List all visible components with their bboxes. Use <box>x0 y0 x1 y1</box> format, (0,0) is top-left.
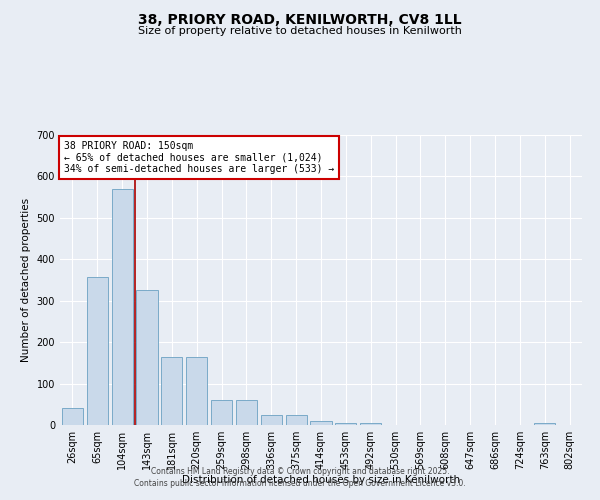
Bar <box>286 414 307 425</box>
Bar <box>335 423 356 425</box>
Text: Contains public sector information licensed under the Open Government Licence v3: Contains public sector information licen… <box>134 478 466 488</box>
Bar <box>534 423 555 425</box>
Bar <box>310 421 332 425</box>
Bar <box>112 189 133 425</box>
Bar <box>236 400 257 425</box>
Bar <box>87 277 108 425</box>
Bar <box>161 356 182 425</box>
Bar <box>261 414 282 425</box>
Y-axis label: Number of detached properties: Number of detached properties <box>21 198 31 362</box>
Bar <box>360 423 381 425</box>
X-axis label: Distribution of detached houses by size in Kenilworth: Distribution of detached houses by size … <box>182 475 460 485</box>
Text: 38 PRIORY ROAD: 150sqm
← 65% of detached houses are smaller (1,024)
34% of semi-: 38 PRIORY ROAD: 150sqm ← 65% of detached… <box>64 141 334 174</box>
Text: Size of property relative to detached houses in Kenilworth: Size of property relative to detached ho… <box>138 26 462 36</box>
Bar <box>186 356 207 425</box>
Bar <box>62 408 83 425</box>
Text: 38, PRIORY ROAD, KENILWORTH, CV8 1LL: 38, PRIORY ROAD, KENILWORTH, CV8 1LL <box>138 12 462 26</box>
Bar <box>211 400 232 425</box>
Bar <box>136 290 158 425</box>
Text: Contains HM Land Registry data © Crown copyright and database right 2025.: Contains HM Land Registry data © Crown c… <box>151 467 449 476</box>
